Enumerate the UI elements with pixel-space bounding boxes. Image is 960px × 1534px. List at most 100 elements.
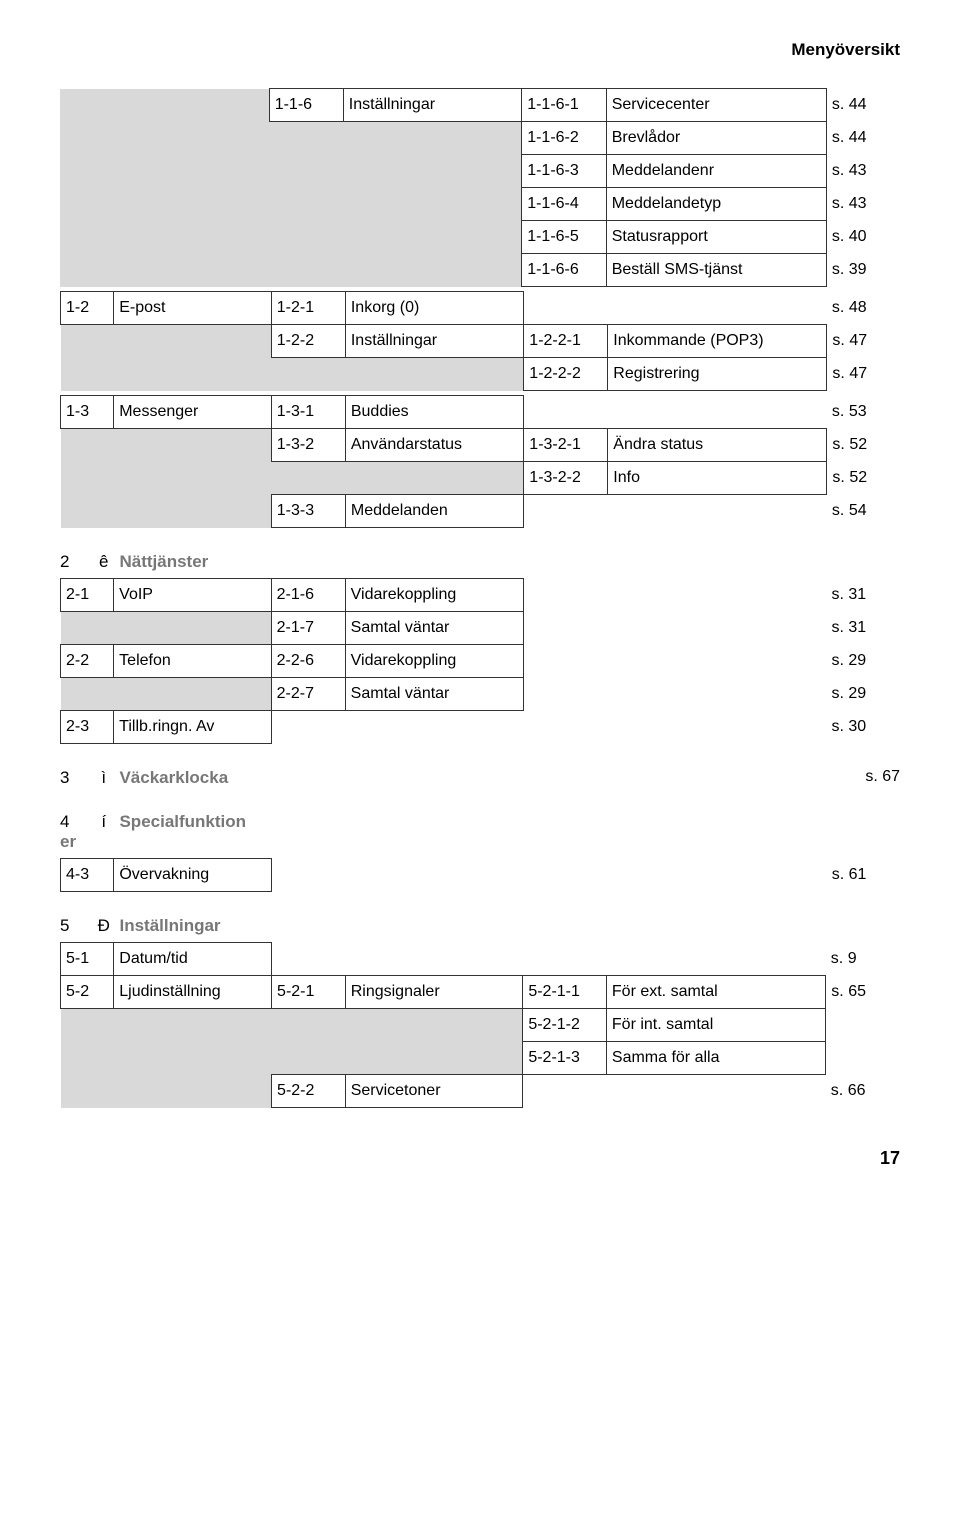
label-cell: Övervakning bbox=[114, 859, 272, 892]
label-cell: Brevlådor bbox=[606, 122, 826, 155]
code-cell: 5-2-1 bbox=[272, 976, 346, 1009]
menu-block-2: 1-2 E-post 1-2-1 Inkorg (0) s. 48 1-2-2 … bbox=[60, 291, 900, 391]
label-cell: VoIP bbox=[114, 579, 271, 612]
page-ref: s. 66 bbox=[826, 1075, 900, 1108]
code-cell: 1-2 bbox=[61, 292, 114, 325]
label-cell: Ringsignaler bbox=[345, 976, 523, 1009]
code-cell: 2-2-7 bbox=[271, 678, 345, 711]
code-cell: 1-2-2-1 bbox=[524, 325, 608, 358]
label-cell: Statusrapport bbox=[606, 221, 826, 254]
section-label: Inställningar bbox=[119, 916, 220, 935]
section-label: Nättjänster bbox=[119, 552, 208, 571]
section-label: Väckarklocka bbox=[119, 768, 228, 787]
label-cell: Ljudinställning bbox=[114, 976, 272, 1009]
page-ref: s. 31 bbox=[826, 612, 899, 645]
code-cell: 1-1-6-2 bbox=[522, 122, 607, 155]
label-cell: Samtal väntar bbox=[345, 678, 523, 711]
code-cell: 1-3 bbox=[61, 396, 114, 429]
label-cell: För ext. samtal bbox=[606, 976, 825, 1009]
code-cell: 2-2-6 bbox=[271, 645, 345, 678]
page-ref: s. 43 bbox=[826, 188, 900, 221]
code-cell: 1-1-6-4 bbox=[522, 188, 607, 221]
section-number: 2 bbox=[60, 552, 88, 572]
menu-section-2: 2-1 VoIP 2-1-6 Vidarekoppling s. 31 2-1-… bbox=[60, 578, 900, 744]
code-cell: 5-2 bbox=[61, 976, 114, 1009]
page-ref: s. 54 bbox=[827, 495, 900, 528]
code-cell: 2-1 bbox=[61, 579, 114, 612]
page-ref: s. 40 bbox=[826, 221, 900, 254]
label-cell: Samma för alla bbox=[606, 1042, 825, 1075]
page-header: Menyöversikt bbox=[60, 40, 900, 60]
spacer bbox=[60, 89, 112, 122]
label-cell: Beställ SMS-tjänst bbox=[606, 254, 826, 287]
code-cell: 1-1-6-6 bbox=[522, 254, 607, 287]
label-cell: Meddelandenr bbox=[606, 155, 826, 188]
label-cell: Meddelanden bbox=[345, 495, 523, 528]
code-cell: 1-3-3 bbox=[271, 495, 345, 528]
page-ref: s. 9 bbox=[826, 943, 900, 976]
section-5-heading: 5 Ð Inställningar bbox=[60, 916, 900, 936]
code-cell: 2-1-7 bbox=[271, 612, 345, 645]
section-4-heading: 4 í Specialfunktioner bbox=[60, 812, 900, 852]
label-cell: Användarstatus bbox=[345, 429, 523, 462]
spacer bbox=[112, 89, 269, 122]
label-cell: Registrering bbox=[608, 358, 827, 391]
code-cell: 1-1-6-5 bbox=[522, 221, 607, 254]
label-cell: Meddelandetyp bbox=[606, 188, 826, 221]
code-cell: 5-2-2 bbox=[272, 1075, 346, 1108]
section-number: 5 bbox=[60, 916, 88, 936]
code-cell: 4-3 bbox=[61, 859, 114, 892]
label-cell: E-post bbox=[114, 292, 272, 325]
code-cell: 1-3-2 bbox=[271, 429, 345, 462]
code-cell: 5-2-1-3 bbox=[523, 1042, 607, 1075]
code-cell: 1-2-2 bbox=[271, 325, 345, 358]
code-cell: 5-2-1-2 bbox=[523, 1009, 607, 1042]
code-cell: 2-2 bbox=[61, 645, 114, 678]
star-icon: í bbox=[93, 812, 115, 832]
label-cell: Inkommande (POP3) bbox=[608, 325, 827, 358]
code-cell: 1-1-6-1 bbox=[522, 89, 607, 122]
code-cell: 1-2-1 bbox=[271, 292, 345, 325]
code-cell: 1-3-1 bbox=[271, 396, 345, 429]
page-ref: s. 61 bbox=[827, 859, 900, 892]
code-cell: 1-3-2-2 bbox=[524, 462, 608, 495]
page-ref: s. 44 bbox=[826, 122, 900, 155]
label-cell: Ändra status bbox=[608, 429, 827, 462]
label-cell: Inställningar bbox=[343, 89, 521, 122]
page-ref: s. 29 bbox=[826, 678, 899, 711]
label-cell: Vidarekoppling bbox=[345, 645, 523, 678]
label-cell: För int. samtal bbox=[606, 1009, 825, 1042]
page-ref: s. 52 bbox=[827, 429, 900, 462]
page-ref: s. 47 bbox=[827, 325, 900, 358]
page-ref: s. 30 bbox=[826, 711, 899, 744]
page-ref: s. 52 bbox=[827, 462, 900, 495]
page-number: 17 bbox=[60, 1148, 900, 1169]
page-ref: s. 48 bbox=[827, 292, 900, 325]
menu-section-4: 4-3 Övervakning s. 61 bbox=[60, 858, 900, 892]
label-cell: Tillb.ringn. Av bbox=[114, 711, 271, 744]
label-cell: Info bbox=[608, 462, 827, 495]
net-services-icon: ê bbox=[93, 552, 115, 572]
menu-section-5: 5-1 Datum/tid s. 9 5-2 Ljudinställning 5… bbox=[60, 942, 900, 1108]
menu-block-1: 1-1-6 Inställningar 1-1-6-1 Servicecente… bbox=[60, 88, 900, 287]
code-cell: 1-2-2-2 bbox=[524, 358, 608, 391]
code-cell: 5-2-1-1 bbox=[523, 976, 607, 1009]
section-number: 4 bbox=[60, 812, 88, 832]
alarm-clock-icon: ì bbox=[93, 768, 115, 788]
label-cell: Datum/tid bbox=[114, 943, 272, 976]
page-ref: s. 44 bbox=[826, 89, 900, 122]
label-cell: Servicetoner bbox=[345, 1075, 523, 1108]
label-cell: Telefon bbox=[114, 645, 271, 678]
settings-icon: Ð bbox=[93, 916, 115, 936]
code-cell: 5-1 bbox=[61, 943, 114, 976]
code-cell: 1-1-6-3 bbox=[522, 155, 607, 188]
page-ref: s. 43 bbox=[826, 155, 900, 188]
section-2-heading: 2 ê Nättjänster bbox=[60, 552, 900, 572]
label-cell: Vidarekoppling bbox=[345, 579, 523, 612]
page-ref: s. 29 bbox=[826, 645, 899, 678]
code-cell: 1-1-6 bbox=[269, 89, 343, 122]
page: Menyöversikt 1-1-6 Inställningar 1-1-6-1… bbox=[0, 0, 960, 1199]
label-cell: Inkorg (0) bbox=[345, 292, 523, 325]
section-3-heading: s. 67 3 ì Väckarklocka bbox=[60, 768, 900, 788]
menu-block-3: 1-3 Messenger 1-3-1 Buddies s. 53 1-3-2 … bbox=[60, 395, 900, 528]
